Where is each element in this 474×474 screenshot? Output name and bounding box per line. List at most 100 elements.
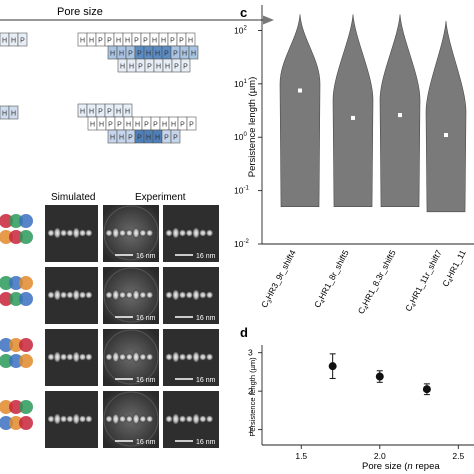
strand-feature bbox=[53, 351, 61, 363]
molecule-render-blob bbox=[0, 416, 13, 430]
molecule-render-blob bbox=[19, 338, 33, 352]
hp-block-letter: P bbox=[189, 122, 194, 129]
strand-feature bbox=[146, 291, 154, 299]
pore-size-arrowhead bbox=[263, 15, 274, 25]
scale-bar-label: 16 nm bbox=[196, 377, 216, 384]
strand-feature bbox=[172, 227, 180, 239]
y-tick-label: 10-1 bbox=[234, 186, 249, 196]
strand-feature bbox=[105, 229, 113, 237]
hp-block-letter: P bbox=[107, 38, 112, 45]
micrograph-mask-ring bbox=[103, 391, 159, 447]
strand-feature bbox=[165, 353, 173, 361]
strand-feature bbox=[132, 289, 140, 301]
strand-feature bbox=[185, 291, 193, 299]
pore-size-schematic: Pore size H H P H H P P H H P P H H P P HH H P P H H P P H HH H P P… bbox=[0, 6, 274, 144]
hp-block-letter: H bbox=[2, 111, 7, 118]
micrograph-mask-ring bbox=[103, 267, 159, 323]
strand-feature bbox=[206, 353, 214, 361]
molecule-render-blob bbox=[0, 214, 13, 228]
strand-feature bbox=[85, 353, 93, 361]
panel-d-xlabel: Pore size (n repea bbox=[362, 461, 440, 472]
strand-feature bbox=[66, 291, 74, 299]
strand-feature bbox=[105, 353, 113, 361]
strand-feature bbox=[179, 353, 187, 361]
hp-block-letter: P bbox=[117, 122, 122, 129]
hp-block-letter: P bbox=[179, 38, 184, 45]
x-tick-label: 2.5 bbox=[452, 451, 464, 461]
hp-block-letter: P bbox=[143, 38, 148, 45]
hp-block-letter: P bbox=[173, 51, 178, 58]
strand-feature bbox=[79, 291, 87, 299]
hp-block-letter: H bbox=[116, 38, 121, 45]
strand-feature bbox=[206, 291, 214, 299]
hp-block-letter: P bbox=[183, 64, 188, 71]
strand-feature bbox=[60, 353, 68, 361]
strand-feature bbox=[139, 291, 147, 299]
strand-feature bbox=[53, 227, 61, 239]
panel-d-ticks: 3 2 1 1.5 2.0 2.5 bbox=[248, 348, 464, 461]
molecule-render-blob bbox=[0, 230, 13, 244]
strand-feature bbox=[105, 415, 113, 423]
micrograph-mask-ring bbox=[103, 205, 159, 261]
strand-feature bbox=[72, 351, 80, 363]
hp-block-letter: H bbox=[80, 109, 85, 116]
violin-median-marker bbox=[351, 115, 355, 120]
hp-block-letter: H bbox=[129, 64, 134, 71]
molecule-render-blob bbox=[0, 276, 13, 290]
strand-feature bbox=[112, 413, 120, 425]
y-tick-label: 3 bbox=[248, 348, 253, 358]
strand-feature bbox=[112, 351, 120, 363]
molecule-render-blob bbox=[9, 416, 23, 430]
scale-bar-label: 16 nm bbox=[136, 315, 156, 322]
molecule-render-blob bbox=[19, 276, 33, 290]
y-tick-label: 10-2 bbox=[234, 239, 249, 249]
x-tick-label: C3HR3_9r_shift4 bbox=[259, 248, 300, 310]
hp-block-letter: P bbox=[20, 38, 25, 45]
strand-feature bbox=[185, 353, 193, 361]
hp-block-letter: P bbox=[128, 51, 133, 58]
hp-block-letter: P bbox=[138, 64, 143, 71]
hp-block-letter: H bbox=[11, 38, 16, 45]
molecule-render-blob bbox=[19, 416, 33, 430]
hp-block-letter: P bbox=[173, 135, 178, 142]
micrograph-mask-ring bbox=[103, 329, 159, 385]
x-tick-label: C4HR1_11r_shift7 bbox=[403, 248, 446, 314]
strand-feature bbox=[185, 229, 193, 237]
scale-bar-label: 16 nm bbox=[196, 253, 216, 260]
molecule-render-blob bbox=[9, 400, 23, 414]
strand-feature bbox=[206, 415, 214, 423]
strand-feature bbox=[85, 291, 93, 299]
strand-feature bbox=[192, 289, 200, 301]
strand-feature bbox=[47, 353, 55, 361]
panel-c-ylabel: Persistence length (µm) bbox=[247, 77, 258, 178]
strand-feature bbox=[139, 353, 147, 361]
strand-feature bbox=[165, 291, 173, 299]
strand-feature bbox=[60, 229, 68, 237]
molecule-render-blob bbox=[0, 400, 13, 414]
y-tick-label: 2 bbox=[248, 386, 253, 396]
strand-feature bbox=[165, 415, 173, 423]
y-tick-label: 1 bbox=[248, 425, 253, 435]
scale-bar-label: 16 nm bbox=[136, 253, 156, 260]
x-tick-label: 2.0 bbox=[374, 451, 386, 461]
y-tick-label: 101 bbox=[234, 79, 247, 89]
strand-feature bbox=[199, 353, 207, 361]
violin-body bbox=[332, 14, 374, 207]
panel-c-y-ticks: 102 101 100 10-1 10-2 bbox=[234, 25, 262, 249]
hp-block-letter: P bbox=[137, 135, 142, 142]
data-point bbox=[328, 362, 337, 371]
hp-block-letter: H bbox=[120, 64, 125, 71]
molecule-render-blob bbox=[19, 354, 33, 368]
strand-feature bbox=[172, 413, 180, 425]
hp-block-letter: H bbox=[171, 122, 176, 129]
strand-feature bbox=[60, 415, 68, 423]
hp-block-letter: H bbox=[89, 38, 94, 45]
strand-feature bbox=[199, 415, 207, 423]
violin-body bbox=[379, 14, 421, 207]
hp-block-letter: H bbox=[155, 51, 160, 58]
hp-block-letter: H bbox=[89, 109, 94, 116]
hp-block-letter: P bbox=[174, 64, 179, 71]
hp-block-letter: P bbox=[144, 122, 149, 129]
x-tick-label: C4HR1_8r_shift5 bbox=[312, 248, 353, 310]
